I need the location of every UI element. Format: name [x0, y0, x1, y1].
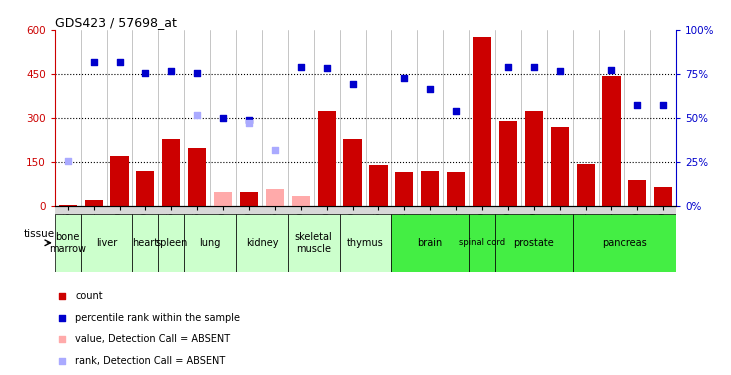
Point [346, 81, 358, 87]
Point [114, 59, 126, 65]
Point [528, 64, 539, 70]
Point [425, 86, 436, 92]
Text: thymus: thymus [347, 238, 384, 248]
Bar [421, 171, 439, 206]
Point [56, 293, 68, 299]
Bar [395, 172, 414, 206]
Point [192, 112, 203, 118]
Text: skeletal
muscle: skeletal muscle [295, 232, 333, 254]
Point [295, 64, 306, 70]
Text: bone
marrow: bone marrow [49, 232, 86, 254]
Point [62, 158, 74, 164]
Point [657, 102, 669, 108]
Point [140, 70, 151, 76]
Point [243, 120, 255, 126]
Text: rank, Detection Call = ABSENT: rank, Detection Call = ABSENT [75, 356, 226, 366]
Point [398, 75, 410, 81]
Bar [499, 121, 517, 206]
Point [217, 115, 229, 121]
Text: count: count [75, 291, 103, 301]
Bar [110, 156, 129, 206]
Text: percentile rank within the sample: percentile rank within the sample [75, 313, 240, 322]
Bar [162, 139, 181, 206]
Point [192, 70, 203, 76]
Bar [188, 147, 206, 206]
Text: brain: brain [417, 238, 443, 248]
Bar [236, 214, 288, 272]
Text: heart: heart [132, 238, 159, 248]
Point [269, 147, 281, 153]
Bar [469, 214, 495, 272]
Point [56, 336, 68, 342]
Point [165, 68, 177, 74]
Bar [525, 111, 543, 206]
Text: spleen: spleen [155, 238, 188, 248]
Bar [214, 192, 232, 206]
Bar [132, 214, 159, 272]
Point [450, 108, 462, 114]
Text: pancreas: pancreas [602, 238, 647, 248]
Bar [292, 202, 310, 206]
Bar [628, 180, 646, 206]
Bar [214, 197, 232, 206]
Bar [369, 165, 387, 206]
Bar [495, 214, 572, 272]
Bar [159, 214, 184, 272]
Text: liver: liver [96, 238, 117, 248]
Point [605, 67, 617, 73]
Text: prostate: prostate [513, 238, 554, 248]
Text: lung: lung [200, 238, 221, 248]
Point [88, 59, 99, 65]
Point [321, 65, 333, 71]
Bar [447, 172, 465, 206]
Text: value, Detection Call = ABSENT: value, Detection Call = ABSENT [75, 334, 230, 344]
Bar [473, 38, 491, 206]
Text: spinal cord: spinal cord [459, 238, 505, 248]
Bar [391, 214, 469, 272]
Point [502, 64, 514, 70]
Bar [240, 192, 258, 206]
Bar [266, 189, 284, 206]
Point [56, 358, 68, 364]
Bar [292, 196, 310, 206]
Bar [602, 75, 621, 206]
Bar [577, 164, 594, 206]
Point [554, 68, 566, 74]
Bar [550, 127, 569, 206]
Bar [137, 171, 154, 206]
Bar [344, 139, 362, 206]
Point [243, 117, 255, 123]
Bar [654, 187, 673, 206]
Bar [184, 214, 236, 272]
Bar [55, 214, 80, 272]
Point [56, 315, 68, 321]
Bar [80, 214, 132, 272]
Point [632, 102, 643, 108]
Bar [317, 111, 336, 206]
Bar [58, 205, 77, 206]
Bar [288, 214, 340, 272]
Bar [340, 214, 391, 272]
Bar [572, 214, 676, 272]
Text: GDS423 / 57698_at: GDS423 / 57698_at [55, 16, 177, 29]
Bar [266, 199, 284, 206]
Text: kidney: kidney [246, 238, 279, 248]
Bar [85, 200, 103, 206]
Text: tissue: tissue [23, 229, 55, 239]
